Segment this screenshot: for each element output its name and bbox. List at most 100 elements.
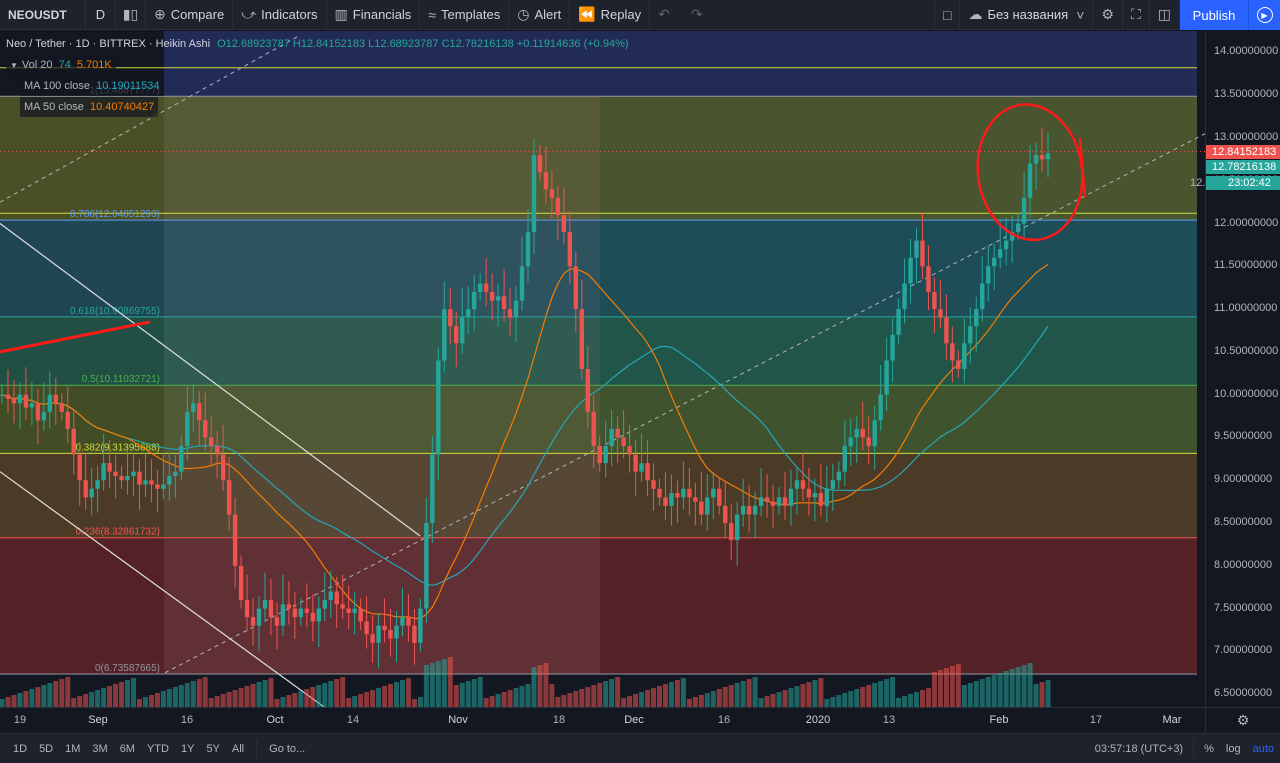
volume-bar [429,663,435,707]
auto-toggle[interactable]: auto [1252,742,1274,755]
redo-button[interactable]: ↷ [683,0,716,30]
candle-body [495,296,501,301]
volume-bar [914,692,920,707]
volume-bar [101,688,107,707]
volume-bar [973,681,979,707]
candle-body [268,600,274,618]
percent-toggle[interactable]: % [1204,742,1214,755]
candle-body [878,394,883,421]
volume-bar [519,686,525,707]
candle-body [543,172,549,190]
candle-body [173,471,178,476]
candle-body [723,505,728,524]
volume-bar [226,692,232,707]
candle-body [143,480,148,485]
candle-body [298,608,304,618]
volume-bar [107,686,113,707]
volume-bar [692,697,698,707]
candle-body [597,446,602,464]
templates-button[interactable]: ≈ Templates [420,0,510,30]
log-toggle[interactable]: log [1225,742,1241,755]
chart-style-button[interactable]: ▮▯ [116,0,146,30]
range-button-ytd[interactable]: YTD [146,742,169,755]
candle-body [920,240,925,267]
candle-body [501,296,507,310]
indicators-button[interactable]: ⤻ Indicators [233,0,327,30]
ma50-value: 10.40740427 [89,101,155,113]
volume-bar [919,690,925,707]
volume-bar [770,694,776,707]
candle-body [29,403,35,408]
candle-body [633,454,638,472]
candle-body [47,394,53,412]
candle-body [573,266,579,310]
snapshot-button[interactable]: ◫ [1150,0,1180,30]
range-button-1m[interactable]: 1M [65,742,81,755]
symbol-search[interactable]: NEOUSDT [0,0,86,30]
volume-bar [89,692,95,707]
volume-bar [95,690,101,707]
legend-vol-row[interactable]: ▼ Vol 20 74 5.701K [6,54,116,76]
legend-ma100-row[interactable]: MA 100 close 10.19011534 [20,75,164,96]
volume-bar [967,683,973,707]
range-button-5d[interactable]: 5D [39,742,54,755]
candle-body [191,403,196,412]
settings-button[interactable]: ⚙ [1093,0,1123,30]
volume-bar [358,694,364,707]
replay-button[interactable]: ⏪ Replay [570,0,651,30]
fib-levels: 1(13.48677777)0.786(12.04051293)0.618(10… [0,67,1205,675]
volume-bar [890,677,896,707]
range-button-all[interactable]: All [231,742,245,755]
volume-bar [866,685,872,707]
volume-bar [908,694,914,707]
interval-button[interactable]: D [86,0,116,30]
candle-body [555,197,561,215]
volume-bar [1021,665,1027,707]
volume-bar [262,680,268,707]
volume-bar [752,677,758,707]
financials-button[interactable]: ▥ Financials [327,0,421,30]
range-button-6m[interactable]: 6M [119,742,135,755]
range-button-3m[interactable]: 3M [92,742,108,755]
volume-bar [716,689,722,707]
volume-bar [208,698,214,707]
price-chart[interactable]: 1(13.48677777)0.786(12.04051293)0.618(10… [0,31,1280,707]
range-button-1d[interactable]: 1D [13,742,28,755]
fib-label-6: 0(6.73587665) [95,663,160,674]
undo-icon: ↶ [658,6,670,22]
layout-toggle-button[interactable]: □ [933,0,961,30]
candle-body [531,155,537,233]
candle-body [764,497,770,502]
candle-body [752,505,758,515]
candle-body [226,480,232,515]
price-axis[interactable]: 14.0000000013.5000000013.0000000012.5000… [1190,31,1280,733]
collapse-icon[interactable]: ▼ [10,61,18,70]
layout-name-dropdown[interactable]: ☁ Без названия ˅ [960,0,1094,30]
candle-body [412,625,417,643]
candle-body [149,480,154,485]
clock-display[interactable]: 03:57:18 (UTC+3) [1094,742,1184,755]
alert-button[interactable]: ◷ Alert [509,0,571,30]
range-button-5y[interactable]: 5Y [206,742,220,755]
candle-body [436,360,441,455]
legend-pair: Neo / Tether [6,38,66,50]
volume-bar [872,683,878,707]
volume-bar [997,673,1003,707]
candle-body [507,309,513,318]
time-axis[interactable]: 19 Sep 16 Oct 14 Nov 18 Dec 16 2020 13 Feb 17 Mar [0,707,1205,733]
fullscreen-button[interactable]: ⛶ [1123,0,1150,30]
goto-button[interactable]: Go to... [269,742,306,755]
compare-button[interactable]: ⊕ Compare [146,0,234,30]
axis-settings-button[interactable]: ⚙ [1205,707,1280,733]
publish-button[interactable]: Publish [1180,0,1248,30]
play-button[interactable]: ▶ [1248,0,1280,30]
vol-value-a: 74 [58,59,71,71]
candle-body [448,309,453,327]
legend-ma50-row[interactable]: MA 50 close 10.40740427 [20,96,159,117]
volume-bar [925,688,931,707]
undo-button[interactable]: ↶ [650,0,683,30]
range-button-1y[interactable]: 1Y [180,742,195,755]
candle-body [914,240,919,258]
volume-bar [567,693,573,707]
volume-bar [680,678,686,707]
